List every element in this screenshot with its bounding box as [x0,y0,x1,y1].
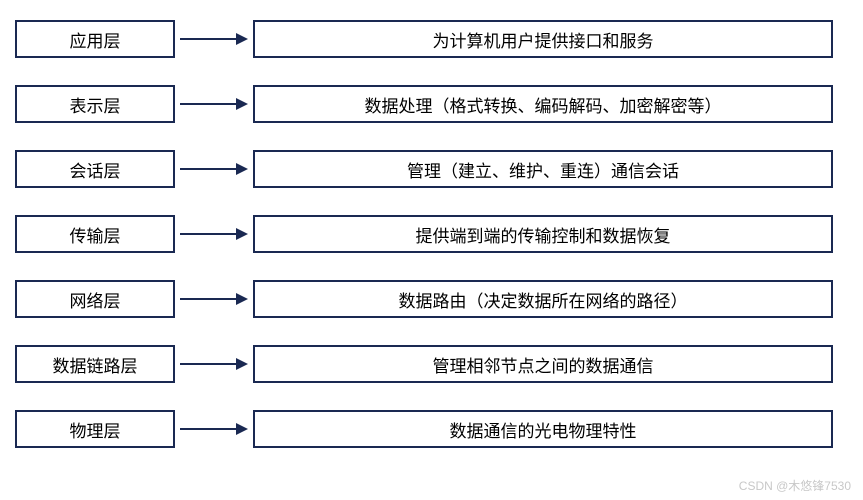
layer-desc-box: 数据路由（决定数据所在网络的路径） [253,280,833,318]
arrow-icon [175,20,253,58]
layer-row: 会话层 管理（建立、维护、重连）通信会话 [15,150,848,188]
layer-desc-box: 数据处理（格式转换、编码解码、加密解密等） [253,85,833,123]
layer-name-box: 表示层 [15,85,175,123]
layer-desc-label: 管理（建立、维护、重连）通信会话 [407,157,679,182]
layer-desc-label: 数据处理（格式转换、编码解码、加密解密等） [365,92,722,117]
layer-desc-box: 数据通信的光电物理特性 [253,410,833,448]
arrow-icon [175,410,253,448]
layer-desc-box: 为计算机用户提供接口和服务 [253,20,833,58]
layer-row: 传输层 提供端到端的传输控制和数据恢复 [15,215,848,253]
layer-name-label: 数据链路层 [53,352,138,377]
layer-name-label: 传输层 [70,222,121,247]
layer-row: 表示层 数据处理（格式转换、编码解码、加密解密等） [15,85,848,123]
layer-name-box: 网络层 [15,280,175,318]
layer-name-box: 物理层 [15,410,175,448]
layer-name-box: 数据链路层 [15,345,175,383]
layer-desc-label: 为计算机用户提供接口和服务 [433,27,654,52]
layer-name-box: 应用层 [15,20,175,58]
layer-name-label: 物理层 [70,417,121,442]
layer-desc-label: 数据路由（决定数据所在网络的路径） [399,287,688,312]
layer-name-box: 会话层 [15,150,175,188]
layer-name-box: 传输层 [15,215,175,253]
layer-name-label: 网络层 [70,287,121,312]
layer-desc-label: 管理相邻节点之间的数据通信 [433,352,654,377]
layer-row: 网络层 数据路由（决定数据所在网络的路径） [15,280,848,318]
layer-desc-label: 提供端到端的传输控制和数据恢复 [416,222,671,247]
arrow-icon [175,280,253,318]
osi-layers-diagram: 应用层 为计算机用户提供接口和服务 表示层 数据处理（格式转换、编码解码、加密解… [15,20,848,448]
layer-name-label: 应用层 [70,27,121,52]
layer-desc-box: 提供端到端的传输控制和数据恢复 [253,215,833,253]
layer-desc-label: 数据通信的光电物理特性 [450,417,637,442]
layer-row: 应用层 为计算机用户提供接口和服务 [15,20,848,58]
layer-name-label: 表示层 [70,92,121,117]
watermark-text: CSDN @木悠锋7530 [739,477,851,494]
layer-name-label: 会话层 [70,157,121,182]
layer-desc-box: 管理（建立、维护、重连）通信会话 [253,150,833,188]
layer-row: 物理层 数据通信的光电物理特性 [15,410,848,448]
layer-row: 数据链路层 管理相邻节点之间的数据通信 [15,345,848,383]
arrow-icon [175,85,253,123]
arrow-icon [175,215,253,253]
layer-desc-box: 管理相邻节点之间的数据通信 [253,345,833,383]
arrow-icon [175,345,253,383]
arrow-icon [175,150,253,188]
